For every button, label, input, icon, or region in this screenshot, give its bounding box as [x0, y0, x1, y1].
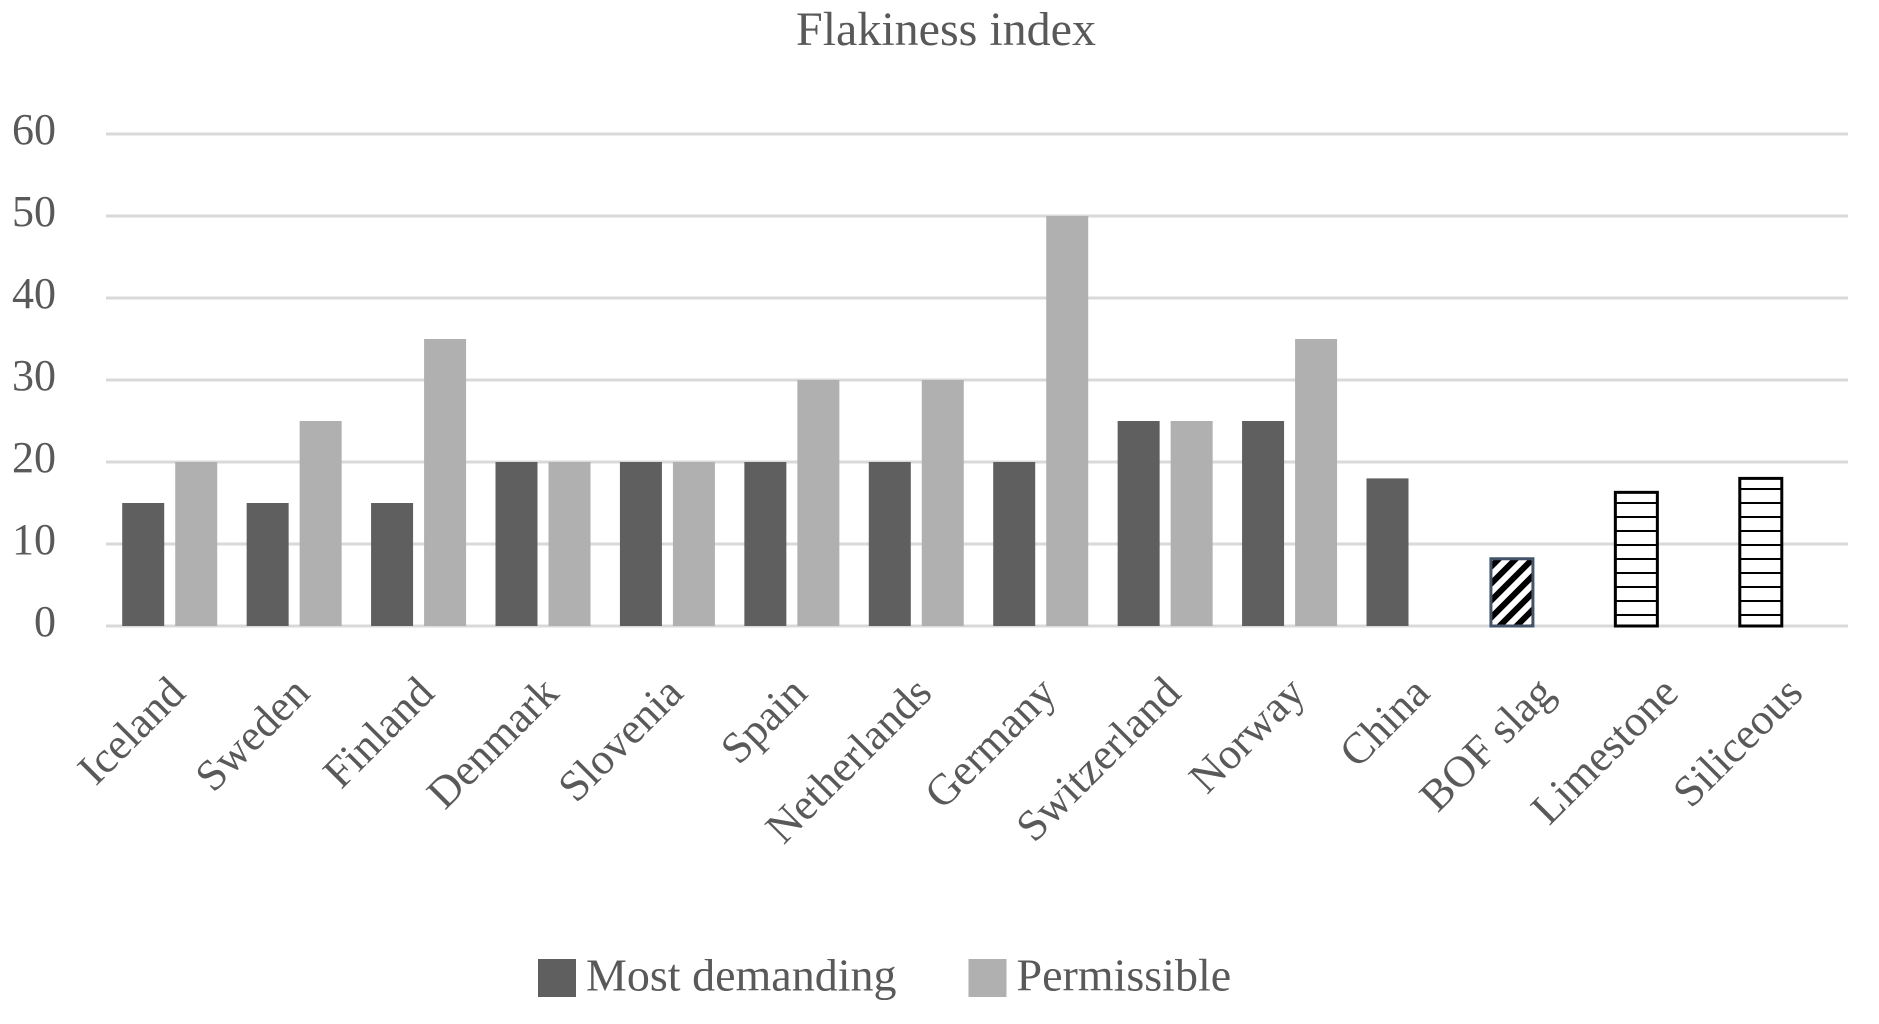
legend-swatch — [538, 959, 576, 997]
bar — [495, 462, 538, 626]
bar — [1366, 478, 1409, 626]
bar — [122, 503, 165, 626]
bar — [548, 462, 591, 626]
y-tick-label: 20 — [12, 433, 56, 482]
legend-label: Permissible — [1016, 950, 1231, 1001]
x-tick-label: Slovenia — [549, 668, 693, 812]
bar — [993, 462, 1036, 626]
x-tick-label: Norway — [1179, 668, 1314, 803]
bar — [672, 462, 715, 626]
y-tick-label: 10 — [12, 515, 56, 564]
bar — [299, 421, 342, 626]
bar — [175, 462, 218, 626]
bar — [619, 462, 662, 626]
bar — [797, 380, 840, 626]
y-tick-label: 60 — [12, 105, 56, 154]
y-tick-label: 0 — [34, 597, 56, 646]
bar — [1613, 490, 1659, 628]
x-tick-label: China — [1330, 668, 1439, 777]
x-tick-label: Iceland — [68, 668, 194, 794]
legend-swatch — [968, 959, 1007, 997]
bar — [868, 462, 911, 626]
bar — [744, 462, 787, 626]
bar — [1170, 421, 1213, 626]
bar — [1738, 476, 1784, 628]
bar — [1046, 216, 1089, 626]
chart-title: Flakiness index — [796, 3, 1096, 56]
bar — [371, 503, 414, 626]
x-tick-label: Sweden — [186, 668, 319, 801]
bar — [246, 503, 289, 626]
y-tick-label: 40 — [12, 269, 56, 318]
y-tick-label: 30 — [12, 351, 56, 400]
y-tick-label: 50 — [12, 187, 56, 236]
x-tick-label: Spain — [711, 668, 817, 774]
x-tick-label: Siliceous — [1663, 668, 1812, 817]
bar — [1295, 339, 1338, 626]
x-tick-label: Denmark — [417, 668, 567, 818]
bar — [1489, 557, 1535, 628]
bar — [424, 339, 467, 626]
bar — [921, 380, 964, 626]
bar — [1242, 421, 1285, 626]
legend-label: Most demanding — [586, 950, 896, 1001]
bar — [1117, 421, 1160, 626]
